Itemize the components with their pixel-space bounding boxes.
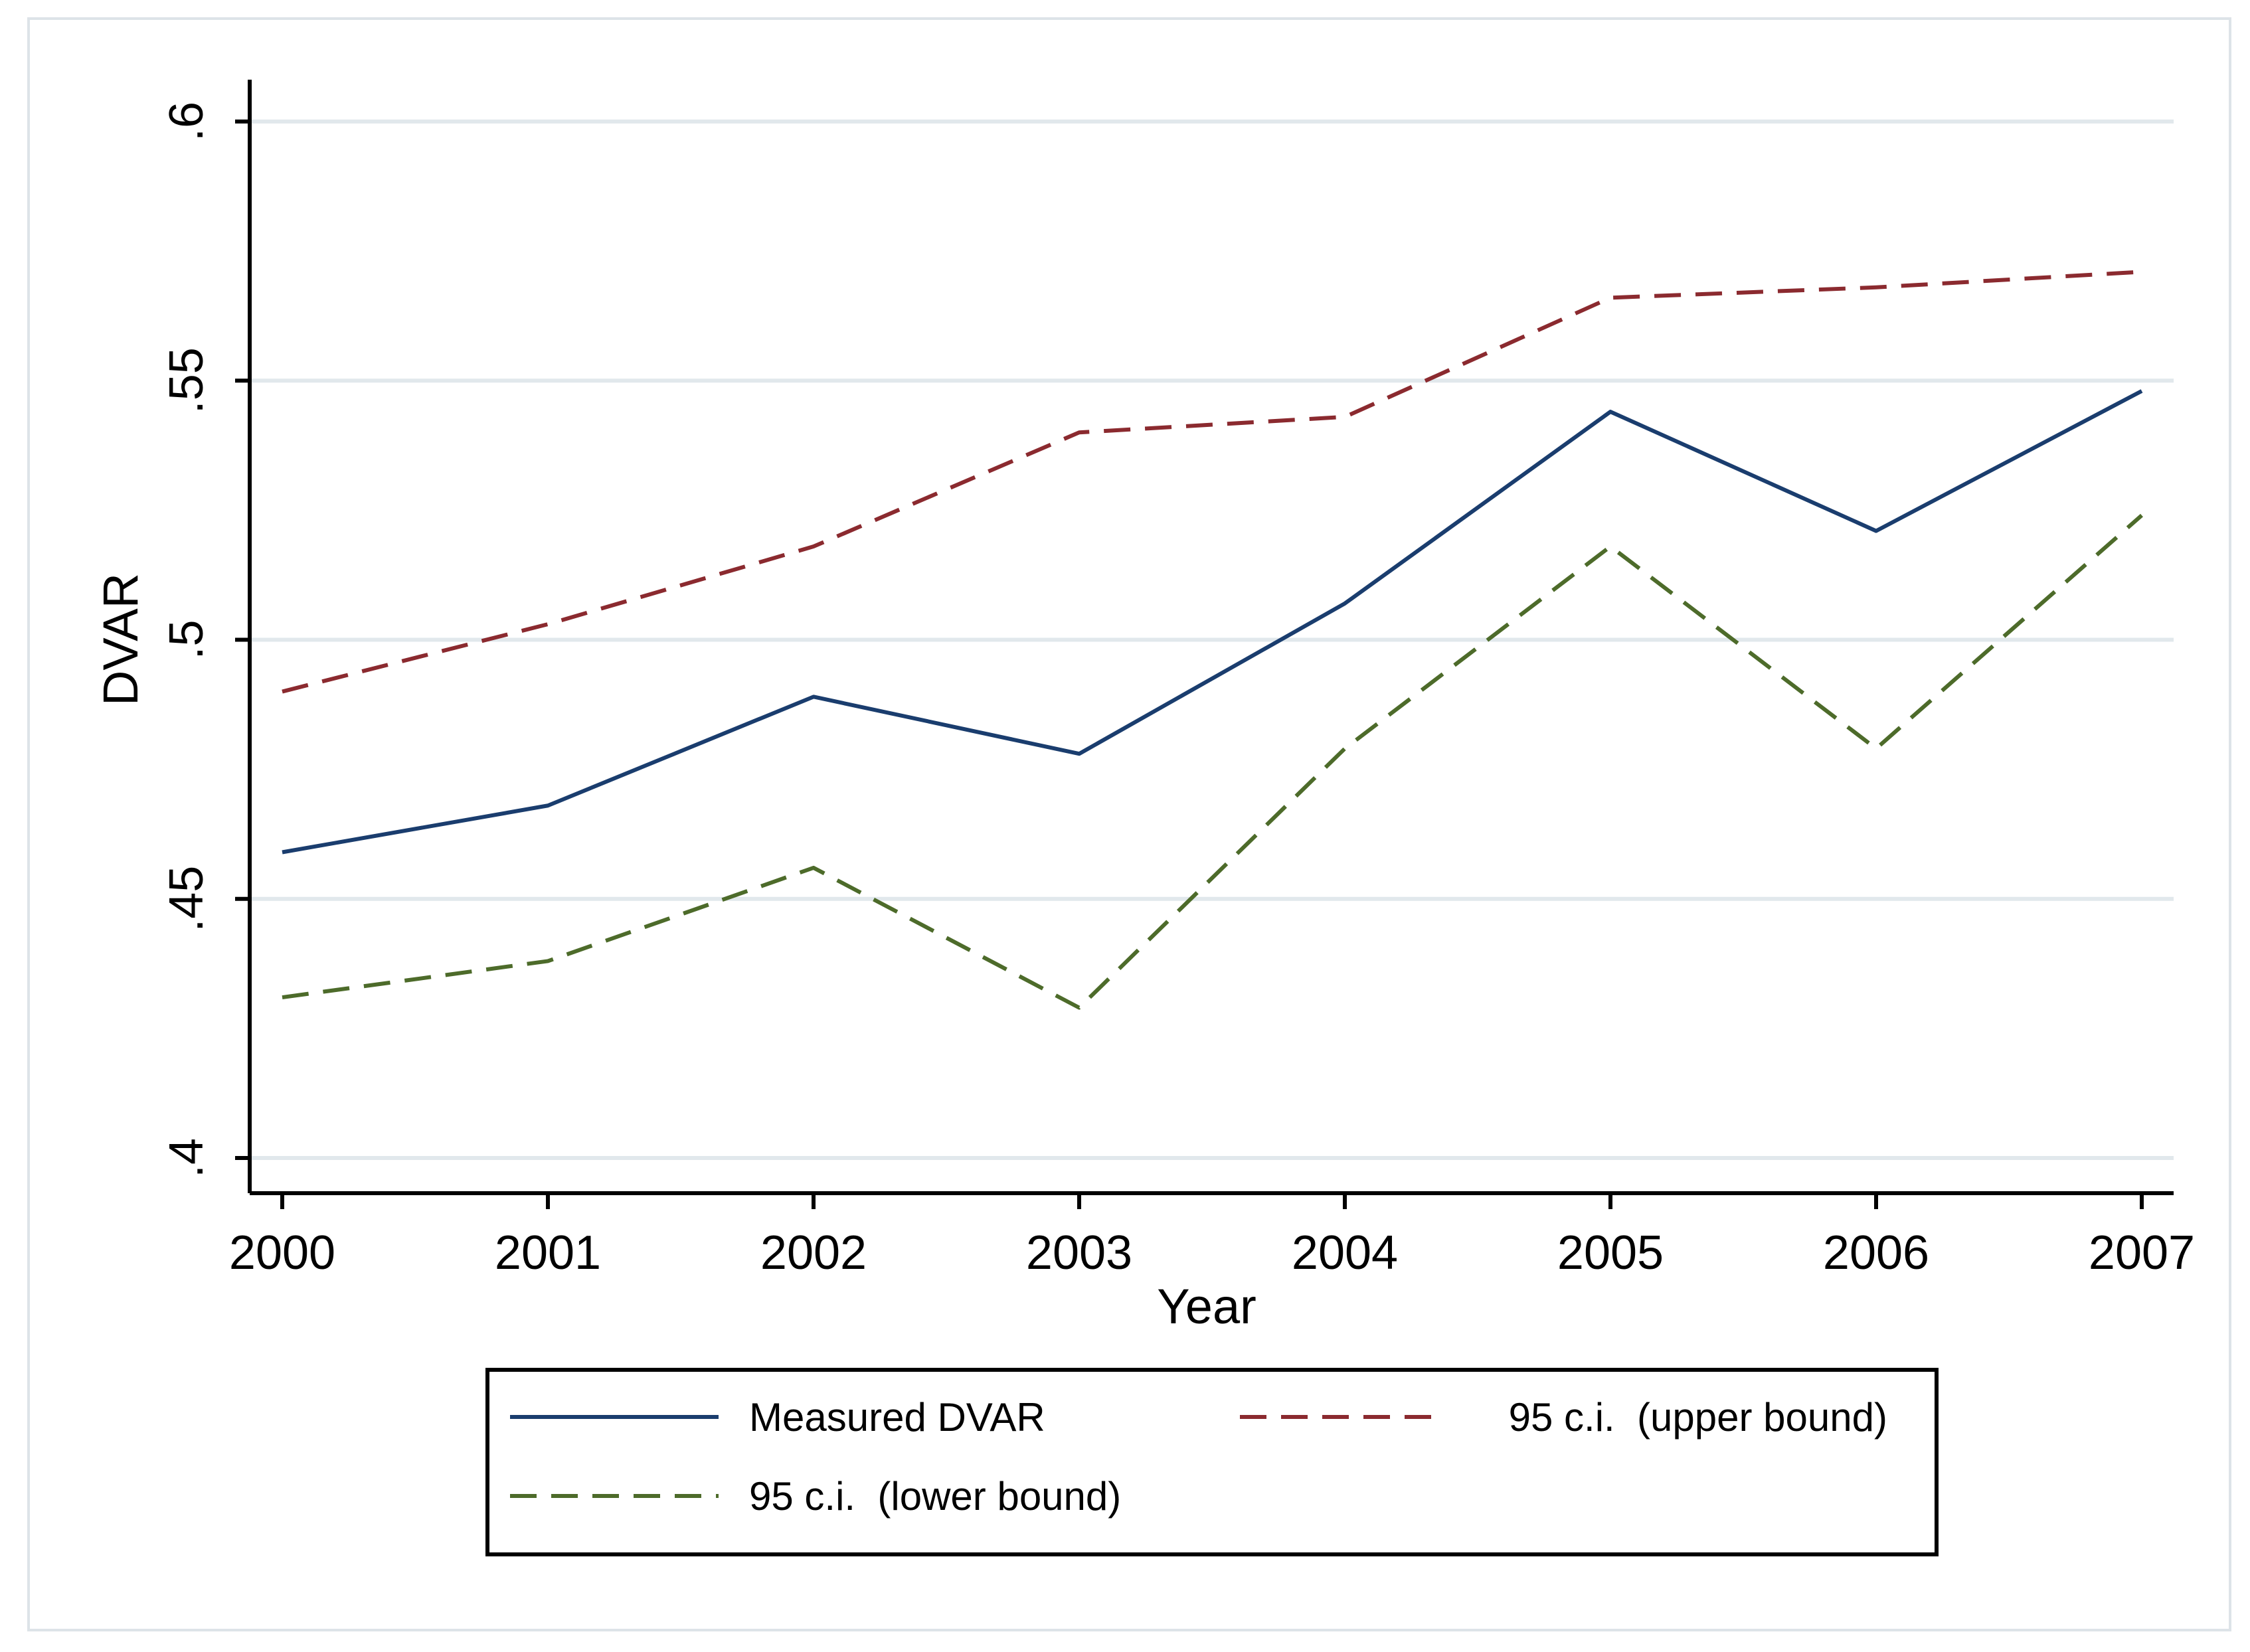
legend: Measured DVAR 95 c.i. (upper bound) 95 c.i… [485, 1368, 1939, 1556]
x-tick-label: 2005 [1557, 1226, 1664, 1280]
legend-box [485, 1368, 1939, 1556]
series-line [282, 270, 2142, 694]
legend-label: 95 c.i. (upper bound) [1509, 1395, 1887, 1440]
y-tick-label: .45 [160, 866, 213, 932]
axes: .4 .45 .5 .55 .6 2000 2001 2002 2003 2004 2005 2006… [160, 80, 2195, 1280]
y-tick-label: .5 [160, 620, 213, 659]
legend-label: 95 c.i. (lower bound) [749, 1474, 1121, 1519]
x-tick-label: 2006 [1823, 1226, 1929, 1280]
series-line [282, 513, 2143, 1010]
x-tick-label: 2004 [1292, 1226, 1398, 1280]
x-tick-label: 2003 [1026, 1226, 1132, 1280]
x-tick-label: 2001 [495, 1226, 601, 1280]
x-tick-label: 2007 [2089, 1226, 2195, 1280]
y-axis-title: DVAR [93, 573, 148, 706]
legend-label: Measured DVAR [749, 1395, 1045, 1440]
x-axis-title: Year [1157, 1279, 1256, 1334]
gridlines [250, 120, 2174, 1160]
series-lines [282, 270, 2143, 1010]
series-line [282, 389, 2143, 855]
x-tick-label: 2002 [760, 1226, 867, 1280]
y-tick-label: .4 [160, 1138, 213, 1178]
x-tick-label: 2000 [229, 1226, 335, 1280]
y-tick-label: .55 [160, 347, 213, 414]
y-tick-label: .6 [160, 102, 213, 141]
